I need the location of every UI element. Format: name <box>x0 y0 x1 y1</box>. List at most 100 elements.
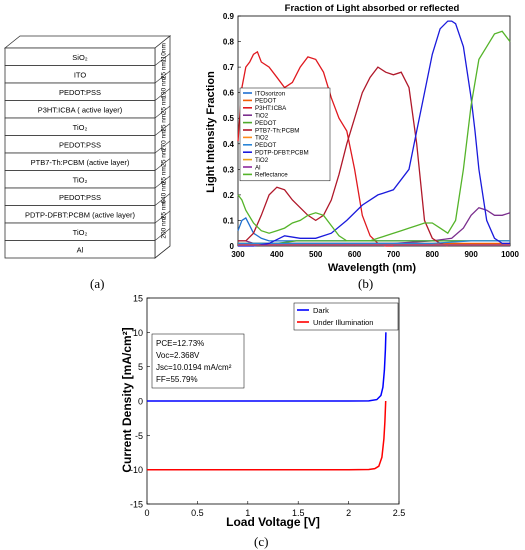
layer-thickness: 640 nm <box>161 182 168 204</box>
y-tick-label: 0 <box>230 242 235 251</box>
x-tick-label: 0.5 <box>191 508 204 518</box>
stack-top-face <box>3 35 172 49</box>
layer-side-line <box>154 175 171 189</box>
metric-text: PCE=12.73% <box>156 339 204 348</box>
y-tick-label: 0.6 <box>223 89 235 98</box>
layer-thickness: 25 nm <box>161 149 168 167</box>
x-tick-label: 1 <box>245 508 250 518</box>
layer-thickness: 200 nm <box>161 217 168 239</box>
x-tick-label: 400 <box>270 250 284 259</box>
layer-name: PEDOT:PSS <box>59 140 101 149</box>
x-tick-label: 500 <box>309 250 323 259</box>
layer-thickness: 25 nm <box>161 114 168 132</box>
layer-name: TiO₂ <box>73 175 88 184</box>
layer-thickness: 25 nm <box>161 96 168 114</box>
series-line-ptb7-th-pcbm <box>238 66 449 247</box>
layer-side-line <box>154 140 171 154</box>
y-tick-label: 0 <box>138 397 143 407</box>
y-tick-label: -10 <box>130 465 143 475</box>
layer-name: SiO₂ <box>72 53 88 62</box>
jv-chart: Load Voltage [V] Current Density [mA/cm²… <box>120 294 406 530</box>
jv-chart-xlabel: Load Voltage [V] <box>226 515 320 529</box>
layer-side-line <box>154 123 171 136</box>
series-line-reflectance <box>237 30 511 242</box>
legend-label: P3HT:ICBA <box>255 105 287 112</box>
y-tick-label: 10 <box>133 328 143 338</box>
metrics-box <box>151 333 245 389</box>
y-tick-label: 0.3 <box>223 165 235 174</box>
y-tick-label: 0.8 <box>223 38 235 47</box>
y-tick-label: 0.7 <box>223 63 235 72</box>
layer-thickness: 25 nm <box>161 166 168 184</box>
legend-label: PEDOT <box>255 98 277 105</box>
legend-label: TiO2 <box>255 113 269 120</box>
series-line-under-illumination <box>147 400 387 471</box>
legend-label: Dark <box>313 306 329 315</box>
legend-label: TiO2 <box>255 157 269 164</box>
layer-name: TiO₂ <box>73 123 88 132</box>
layer-thickness: 190 nm <box>161 77 168 99</box>
x-tick-label: 1000 <box>501 250 519 259</box>
x-tick-label: 0 <box>144 508 149 518</box>
legend-label: PTB7-Th:PCBM <box>255 127 299 134</box>
layer-name: ITO <box>74 70 87 79</box>
layer-side-line <box>154 88 171 101</box>
series-line-pedot <box>238 240 510 245</box>
absorption-chart-title: Fraction of Light absorbed or reflected <box>285 3 460 14</box>
layer-name: PEDOT:PSS <box>59 88 101 97</box>
layer-name: TiO₂ <box>73 228 88 237</box>
legend-box <box>239 87 331 182</box>
layer-side-line <box>154 210 171 224</box>
layer-thickness: 270 nm <box>161 129 168 151</box>
y-tick-label: 5 <box>138 362 143 372</box>
panel-label-c: (c) <box>254 534 269 549</box>
legend-label: Reflectance <box>255 172 288 179</box>
legend-label: PEDOT <box>255 142 277 149</box>
layer-thickness: 25 nm <box>161 201 168 219</box>
x-tick-label: 800 <box>426 250 440 259</box>
x-tick-label: 2 <box>346 508 351 518</box>
layer-box <box>4 240 156 259</box>
layer-name: PEDOT:PSS <box>59 193 101 202</box>
x-tick-label: 700 <box>387 250 401 259</box>
layer-thickness: 25 nm <box>161 61 168 79</box>
x-tick-label: 600 <box>348 250 362 259</box>
layer-side-line <box>154 193 171 206</box>
legend-label: ITOsorizon <box>255 90 286 97</box>
series-line-dark <box>147 332 387 402</box>
y-tick-label: -15 <box>130 500 143 510</box>
metric-text: Voc=2.368V <box>156 351 200 360</box>
absorption-chart-xlabel: Wavelength (nm) <box>328 262 417 274</box>
y-tick-label: 0.1 <box>223 216 235 225</box>
x-tick-label: 1.5 <box>292 508 305 518</box>
legend-box <box>293 302 399 331</box>
layer-side-line <box>154 228 171 241</box>
layer-name: P3HT:ICBA ( active layer) <box>38 105 123 114</box>
x-tick-label: 300 <box>231 250 245 259</box>
layer-name: Al <box>77 245 84 254</box>
absorption-chart-ylabel: Light Intensity Fraction <box>205 71 217 193</box>
layer-stack-diagram: SiO₂ 110nm ITO 25 nm PEDOT:PSS 190 nm P3HT:ICB… <box>3 35 172 259</box>
legend-label: PEDOT <box>255 120 277 127</box>
layer-side-line <box>154 158 171 171</box>
layer-name: PDTP-DFBT:PCBM (active layer) <box>25 210 136 219</box>
layer-side-line <box>154 53 171 66</box>
y-tick-label: 0.4 <box>223 140 235 149</box>
layer-thickness: 110nm <box>161 43 168 62</box>
layer-side-line <box>154 245 171 259</box>
series-line-p3ht-icba <box>237 50 394 247</box>
series-line-pdtp-dfbt-pcbm <box>238 20 510 247</box>
metric-text: Jsc=10.0194 mA/cm² <box>156 363 232 372</box>
legend-label: TiO2 <box>255 135 269 142</box>
x-tick-label: 900 <box>464 250 478 259</box>
legend-label: Under Illumination <box>313 318 373 327</box>
legend-label: Al <box>255 164 261 171</box>
layer-side-line <box>154 70 171 84</box>
y-tick-label: 0.9 <box>223 12 235 21</box>
y-tick-label: 15 <box>133 294 143 304</box>
y-tick-label: -5 <box>135 431 143 441</box>
panel-label-a: (a) <box>90 276 105 291</box>
layer-name: PTB7-Th:PCBM (active layer) <box>31 158 130 167</box>
panel-label-b: (b) <box>358 276 374 291</box>
x-tick-label: 2.5 <box>393 508 406 518</box>
